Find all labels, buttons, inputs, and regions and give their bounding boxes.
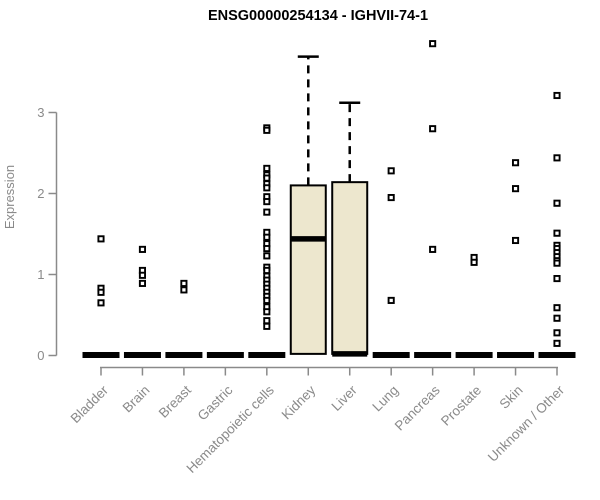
- box: [289, 184, 327, 355]
- collapsed-box-bar: [123, 352, 161, 358]
- data-point: [263, 245, 271, 253]
- collapsed-box-bar: [372, 352, 410, 358]
- box: [331, 181, 369, 355]
- data-point: [387, 296, 395, 304]
- data-point: [263, 164, 271, 172]
- data-point: [180, 279, 188, 287]
- chart-title: ENSG00000254134 - IGHVII-74-1: [208, 8, 428, 24]
- y-tick-label: 1: [37, 267, 44, 282]
- collapsed-box-bar: [538, 352, 576, 358]
- data-point: [429, 125, 437, 133]
- data-point: [263, 308, 271, 316]
- data-point: [263, 184, 271, 192]
- data-point: [263, 126, 271, 134]
- collapsed-box-bar: [414, 352, 452, 358]
- data-point: [511, 185, 520, 193]
- data-point: [387, 193, 395, 202]
- data-point: [553, 304, 561, 312]
- data-point: [387, 167, 395, 175]
- data-point: [553, 229, 561, 237]
- data-point: [138, 279, 147, 287]
- y-tick-label: 0: [37, 348, 44, 363]
- data-point: [97, 235, 105, 243]
- collapsed-box-bar: [82, 352, 120, 358]
- data-point: [263, 317, 271, 325]
- data-point: [553, 329, 561, 337]
- data-point: [553, 199, 561, 207]
- data-point: [553, 339, 561, 347]
- y-axis-title: Expression: [2, 165, 17, 229]
- data-point: [553, 275, 561, 283]
- data-point: [553, 154, 561, 162]
- y-tick-label: 2: [37, 186, 44, 201]
- data-point: [263, 198, 271, 206]
- data-point: [429, 40, 437, 48]
- data-point: [511, 236, 520, 245]
- data-point: [263, 266, 271, 275]
- data-point: [263, 233, 271, 241]
- data-point: [263, 174, 271, 182]
- data-point: [263, 322, 271, 330]
- data-point: [553, 91, 561, 100]
- data-point: [138, 271, 147, 279]
- collapsed-box-bar: [248, 352, 286, 358]
- data-point: [553, 314, 561, 322]
- data-point: [553, 259, 561, 267]
- collapsed-box-bar: [165, 352, 203, 358]
- data-point: [470, 258, 478, 266]
- data-point: [511, 159, 520, 167]
- data-point: [263, 208, 271, 216]
- data-point: [180, 286, 188, 294]
- data-point: [263, 296, 271, 304]
- y-tick-label: 3: [37, 105, 44, 120]
- data-point: [97, 288, 105, 296]
- collapsed-box-bar: [455, 352, 493, 358]
- data-point: [263, 252, 271, 260]
- collapsed-box-bar: [206, 352, 244, 358]
- collapsed-box-bar: [497, 352, 535, 358]
- data-point: [429, 245, 437, 253]
- data-point: [138, 245, 147, 253]
- data-point: [97, 299, 105, 307]
